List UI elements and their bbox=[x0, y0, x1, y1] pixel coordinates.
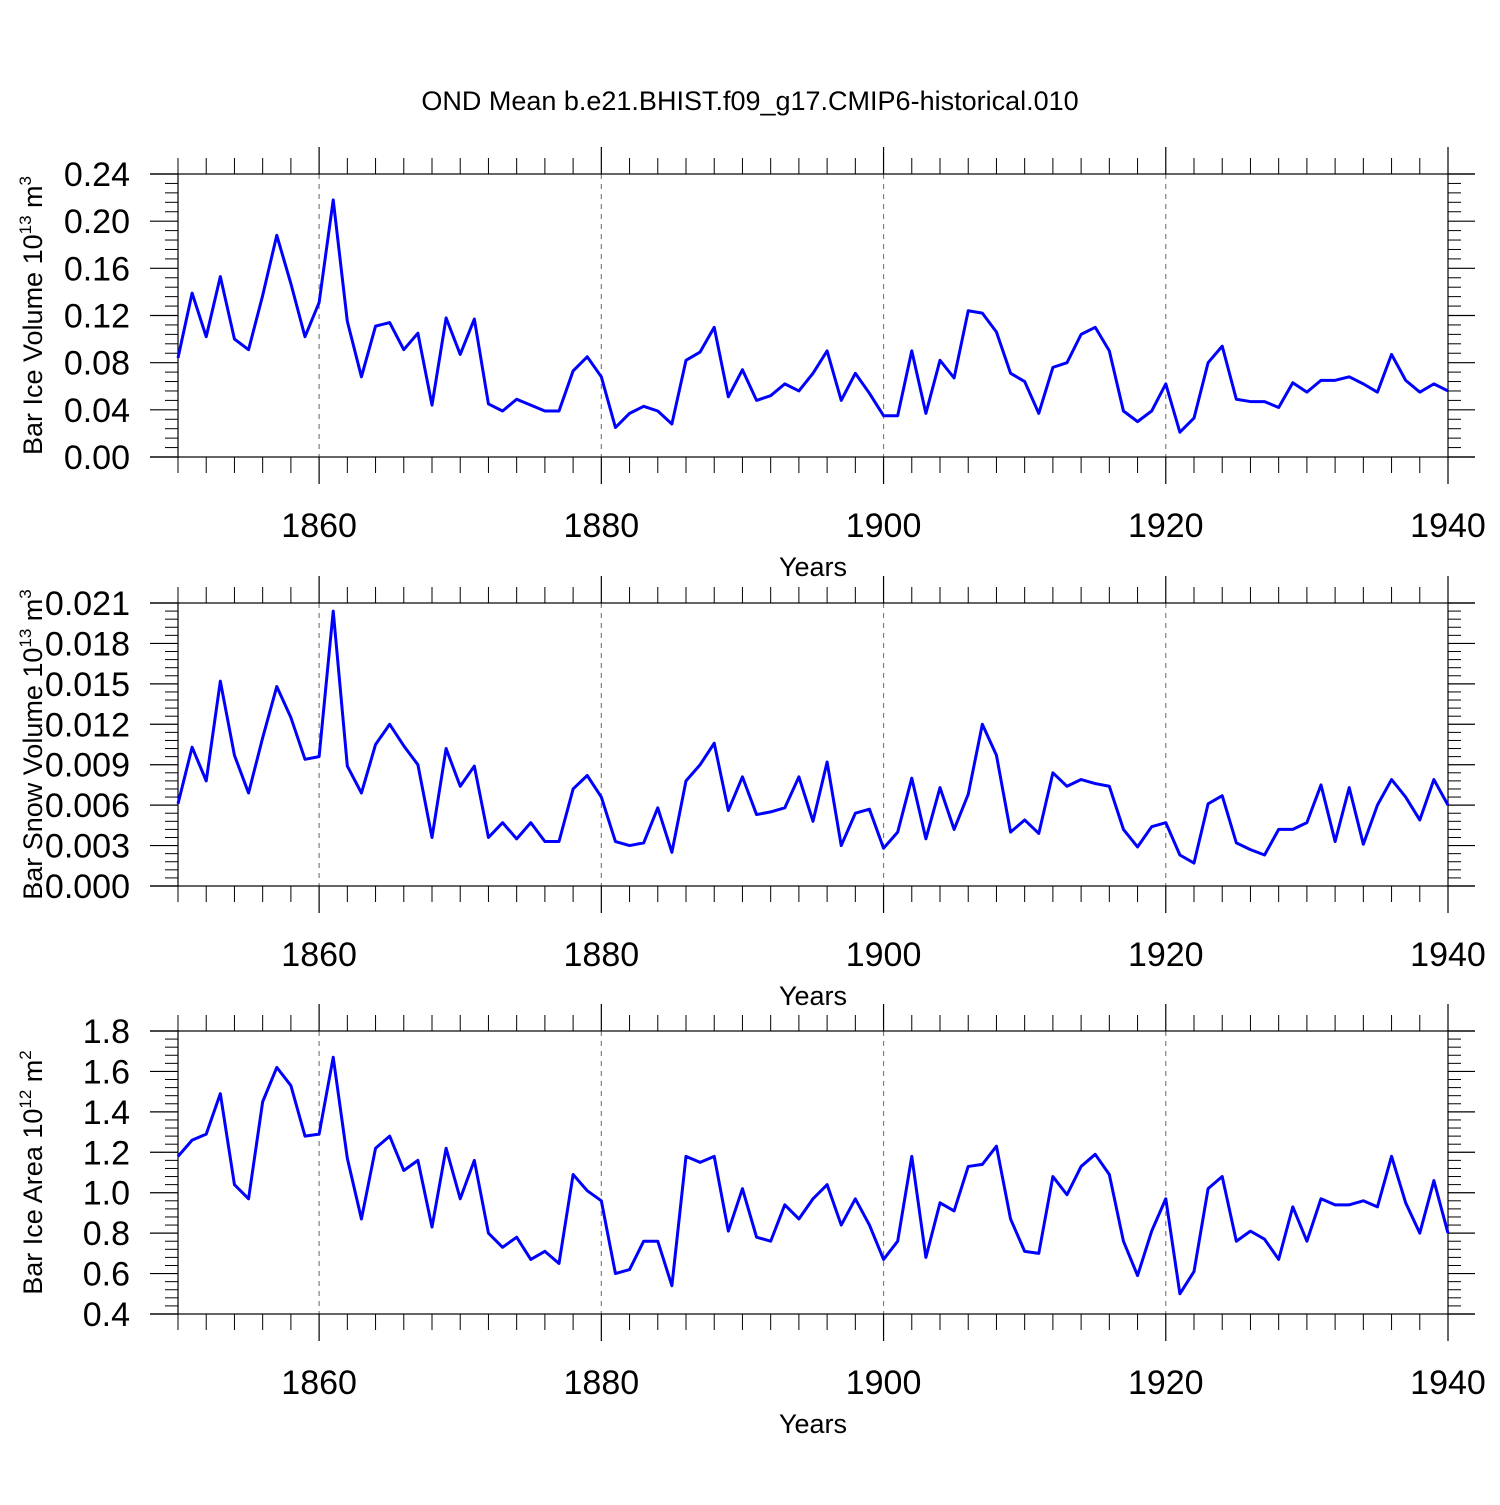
x-axis-label: Years bbox=[779, 981, 847, 1011]
panel-1: 1860 1880 1900 1920 1940 0.00 0.04 0.08 0.12 0.16… bbox=[16, 147, 1486, 582]
y-tick-label: 0.8 bbox=[83, 1215, 130, 1253]
plot-frame bbox=[177, 602, 1449, 887]
x-tick-label: 1860 bbox=[281, 507, 357, 545]
x-tick-label: 1880 bbox=[564, 507, 640, 545]
series-line bbox=[176, 1055, 1450, 1296]
chart-title: OND Mean b.e21.BHIST.f09_g17.CMIP6-histo… bbox=[421, 86, 1078, 116]
y-tick-label: 0.000 bbox=[45, 868, 130, 906]
x-tick-label: 1940 bbox=[1410, 936, 1486, 974]
x-tick-label: 1940 bbox=[1410, 507, 1486, 545]
y-tick-label: 0.012 bbox=[45, 706, 130, 744]
x-tick-label: 1940 bbox=[1410, 1364, 1486, 1402]
y-tick-label: 0.015 bbox=[45, 666, 130, 704]
y-tick-label: 1.6 bbox=[83, 1053, 130, 1091]
y-tick-label: 0.009 bbox=[45, 747, 130, 785]
x-tick-label: 1920 bbox=[1128, 936, 1204, 974]
y-tick-label: 0.16 bbox=[64, 250, 130, 288]
y-tick-label: 0.6 bbox=[83, 1256, 130, 1294]
panel-2: 1860 1880 1900 1920 1940 0.0000.0030.0060.009… bbox=[16, 576, 1486, 1011]
x-tick-label: 1900 bbox=[846, 936, 922, 974]
y-tick-label: 0.018 bbox=[45, 625, 130, 663]
x-tick-label: 1900 bbox=[846, 1364, 922, 1402]
y-tick-label: 0.003 bbox=[45, 828, 130, 866]
y-tick-label: 0.006 bbox=[45, 787, 130, 825]
y-tick-label: 1.0 bbox=[83, 1175, 130, 1213]
y-tick-label: 1.2 bbox=[83, 1134, 130, 1172]
x-tick-label: 1900 bbox=[846, 507, 922, 545]
x-axis-label: Years bbox=[779, 552, 847, 582]
y-tick-label: 1.8 bbox=[83, 1013, 130, 1051]
y-tick-label: 0.24 bbox=[64, 156, 130, 194]
plot-frame bbox=[177, 173, 1449, 458]
y-axis-label: Bar Snow Volume 1013 m3 bbox=[16, 589, 48, 900]
y-tick-label: 0.20 bbox=[64, 203, 130, 241]
x-tick-label: 1920 bbox=[1128, 507, 1204, 545]
y-tick-label: 1.4 bbox=[83, 1094, 130, 1132]
y-axis-label: Bar Ice Area 1012 m2 bbox=[16, 1050, 48, 1295]
x-tick-label: 1860 bbox=[281, 936, 357, 974]
plot-frame bbox=[177, 1030, 1449, 1315]
y-tick-label: 0.021 bbox=[45, 585, 130, 623]
x-tick-label: 1880 bbox=[564, 936, 640, 974]
x-axis-label: Years bbox=[779, 1409, 847, 1439]
y-tick-label: 0.00 bbox=[64, 439, 130, 477]
y-tick-label: 0.4 bbox=[83, 1296, 130, 1334]
y-tick-label: 0.08 bbox=[64, 345, 130, 383]
panel-3: 1860 1880 1900 1920 19400.40.60.81.01.21.41.… bbox=[16, 1004, 1486, 1439]
x-tick-label: 1860 bbox=[281, 1364, 357, 1402]
series-line bbox=[176, 198, 1449, 434]
x-tick-label: 1920 bbox=[1128, 1364, 1204, 1402]
y-tick-label: 0.04 bbox=[64, 392, 130, 430]
x-tick-label: 1880 bbox=[564, 1364, 640, 1402]
y-axis-label: Bar Ice Volume 1013 m3 bbox=[16, 176, 48, 455]
y-tick-label: 0.12 bbox=[64, 298, 130, 336]
series-line bbox=[176, 609, 1450, 865]
